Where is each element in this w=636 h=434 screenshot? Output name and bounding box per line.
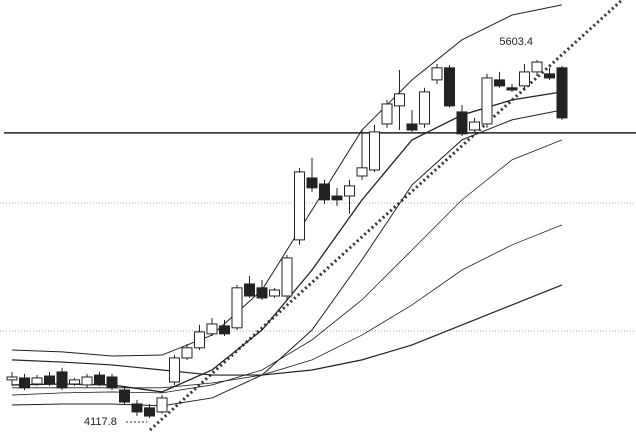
candle-body bbox=[81, 376, 93, 386]
candle-body bbox=[419, 91, 430, 125]
indicator-line bbox=[11, 4, 563, 357]
candle-body bbox=[306, 177, 318, 189]
candle-body bbox=[219, 325, 230, 335]
indicator-line bbox=[12, 224, 563, 389]
candle-body bbox=[156, 397, 168, 413]
trend-line bbox=[148, 0, 624, 432]
candle-body bbox=[319, 183, 330, 201]
candle-body bbox=[131, 403, 143, 413]
candle-body bbox=[519, 71, 530, 87]
candle-body bbox=[31, 377, 43, 385]
candle-body bbox=[281, 257, 293, 297]
high-label: 5603.4 bbox=[499, 36, 533, 48]
candle-body bbox=[19, 377, 30, 389]
candle-body bbox=[194, 331, 205, 349]
indicator-line bbox=[11, 284, 563, 376]
candle-body bbox=[244, 283, 255, 297]
candle-body bbox=[556, 67, 568, 119]
candle-body bbox=[231, 287, 243, 329]
candle-body bbox=[356, 167, 368, 177]
candle-body bbox=[294, 171, 305, 241]
candle-body bbox=[6, 376, 18, 381]
candle-body bbox=[531, 61, 543, 73]
candle-body bbox=[431, 67, 443, 81]
candle-body bbox=[169, 357, 180, 383]
candle-body bbox=[369, 131, 380, 171]
low-label: 4117.8 bbox=[84, 416, 117, 428]
candle-body bbox=[381, 103, 393, 125]
candle-body bbox=[106, 376, 118, 389]
candle-body bbox=[269, 289, 280, 297]
candle-body bbox=[206, 323, 218, 335]
candle-body bbox=[344, 185, 355, 197]
candle-body bbox=[331, 195, 343, 201]
candle-body bbox=[44, 375, 55, 385]
candle-body bbox=[456, 111, 468, 135]
indicator-line bbox=[11, 109, 563, 407]
candle-body bbox=[481, 77, 493, 125]
candle-body bbox=[144, 407, 155, 417]
indicator-line bbox=[11, 139, 563, 396]
candle-body bbox=[94, 374, 105, 385]
candle-body bbox=[394, 93, 405, 107]
candle-body bbox=[181, 347, 193, 359]
candle-body bbox=[406, 123, 418, 131]
indicator-line bbox=[11, 91, 563, 393]
candle-body bbox=[544, 73, 555, 79]
candle-body bbox=[444, 67, 455, 107]
candle-body bbox=[119, 389, 130, 403]
candle-body bbox=[56, 371, 68, 389]
candle-body bbox=[469, 121, 480, 131]
candle-body bbox=[256, 287, 268, 299]
candle-body bbox=[506, 87, 518, 91]
candle-body bbox=[69, 379, 80, 385]
candle-body bbox=[494, 79, 505, 87]
